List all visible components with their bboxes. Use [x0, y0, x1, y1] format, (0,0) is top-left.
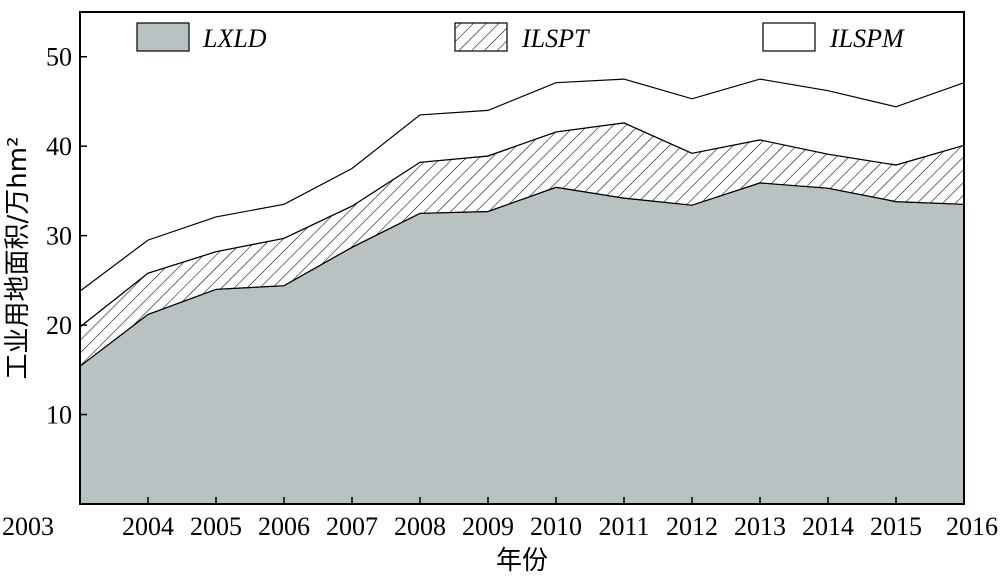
legend-swatch-ilspt: [454, 22, 508, 52]
legend-swatch-ilspm: [762, 22, 816, 52]
y-tick-label: 10: [46, 401, 72, 430]
legend-label-ilspt: ILSPT: [521, 24, 590, 53]
x-tick-label: 2014: [802, 512, 854, 541]
x-tick-label: 2006: [258, 512, 310, 541]
y-tick-label: 40: [46, 132, 72, 161]
x-tick-label: 2015: [870, 512, 922, 541]
x-axis-title: 年份: [496, 546, 548, 576]
legend-swatch-lxld: [136, 22, 190, 52]
x-tick-label: 2008: [394, 512, 446, 541]
x-tick-label: 2009: [462, 512, 514, 541]
x-tick-label: 2011: [598, 512, 649, 541]
y-tick-label: 50: [46, 43, 72, 72]
x-tick-label: 2005: [190, 512, 242, 541]
legend-label-ilspm: ILSPM: [829, 24, 905, 53]
ticks-layer: 2003 2004 2005 2006 2007 2008 2009 2010 2011 2012…: [2, 43, 998, 541]
areas-layer: [79, 78, 965, 505]
x-tick-label: 2003: [2, 512, 54, 541]
legend: LXLD ILSPT ILSPM: [136, 22, 905, 53]
y-tick-label: 20: [46, 311, 72, 340]
y-tick-label: 30: [46, 222, 72, 251]
plot-frame: [79, 11, 965, 505]
x-tick-label: 2012: [666, 512, 718, 541]
x-tick-label: 2007: [326, 512, 378, 541]
x-tick-label: 2016: [946, 512, 998, 541]
x-tick-label: 2004: [122, 512, 174, 541]
x-tick-label: 2010: [530, 512, 582, 541]
legend-label-lxld: LXLD: [202, 24, 267, 53]
x-tick-label: 2013: [734, 512, 786, 541]
y-axis-title: 工业用地面积/万hm²: [3, 137, 33, 380]
